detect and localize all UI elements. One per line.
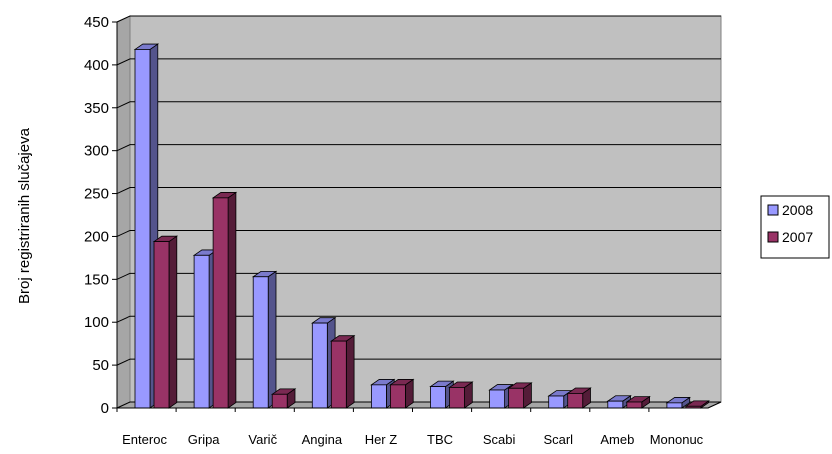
bar-front [193,254,210,409]
gridline [116,272,721,280]
x-tick-label: Ameb [600,432,634,447]
bars [133,43,710,409]
y-tick-label: 300 [84,143,109,160]
plot-side-wall [116,15,131,409]
bar [330,334,356,409]
bar [448,381,474,409]
gridline [116,358,721,366]
bar [389,378,415,409]
bar-front [330,340,347,409]
bar-front [567,393,584,409]
bar [211,191,238,409]
bar-front [389,384,406,409]
bar-front [449,387,465,409]
x-labels: Enteroc Gripa Varič Angina Her Z TBC Scabi Scar… [116,408,704,447]
bar-front [311,322,328,409]
bar-front [508,387,525,409]
bar-front [666,402,683,409]
bar [625,395,651,409]
bar-side [345,334,355,409]
y-tick-label: 200 [84,228,109,245]
gridline [116,15,721,23]
bar-front [271,393,288,409]
bar-front [548,395,565,409]
gridlines [116,15,721,409]
bar [152,235,179,409]
gridline [116,229,721,237]
x-tick-label: Gripa [188,432,221,447]
legend-label: 2008 [782,202,813,218]
y-tick-label: 150 [84,271,109,288]
bar-front [626,401,643,409]
bar-side [267,270,277,409]
legend-item: 2007 [767,229,813,245]
gridline [116,315,721,323]
x-tick-label: Scabi [483,432,516,447]
legend: 2008 2007 [760,195,830,259]
x-axis-line [117,401,722,409]
legend-swatch [767,231,779,243]
bar-front [153,241,170,409]
y-ticks: 0 50 100 150 200 250 300 350 400 450 [84,14,117,417]
bar [270,388,297,409]
x-tick-label: Scarl [543,432,573,447]
y-tick-label: 350 [84,100,109,117]
y-tick-label: 400 [84,57,109,74]
bar-front [607,400,624,409]
bar [251,270,278,409]
bar-front [252,276,269,409]
y-tick-label: 0 [101,400,109,417]
y-tick-label: 250 [84,186,109,203]
bar [665,396,691,409]
y-tick-label: 50 [92,357,109,374]
gridline [116,187,721,195]
gridline [116,58,721,66]
y-tick-label: 450 [84,14,109,31]
bar-front [212,197,229,409]
legend-label: 2007 [782,229,813,245]
legend-item: 2008 [767,202,813,218]
y-axis: 0 50 100 150 200 250 300 350 400 450 [84,14,118,417]
x-tick-label: Varič [248,432,277,447]
bar-side [227,191,237,409]
bar-front [134,49,151,409]
x-tick-label: Angina [302,432,343,447]
x-tick-label: Mononuc [650,432,704,447]
x-tick-label: Enteroc [122,432,167,447]
bar-front [489,389,506,409]
x-axis: Enteroc Gripa Varič Angina Her Z TBC Scabi Scar… [116,401,722,447]
y-tick-label: 100 [84,314,109,331]
y-axis-title: Broj registriranih slučajeva [16,127,33,304]
bar [507,382,533,409]
bar-side [168,235,178,409]
x-tick-label: TBC [427,432,453,447]
bar-front [370,384,387,409]
bar [566,387,592,409]
x-tick-label: Her Z [365,432,398,447]
bar-front [430,386,446,409]
gridline [116,144,721,152]
gridline [116,101,721,109]
legend-swatch [767,204,779,216]
